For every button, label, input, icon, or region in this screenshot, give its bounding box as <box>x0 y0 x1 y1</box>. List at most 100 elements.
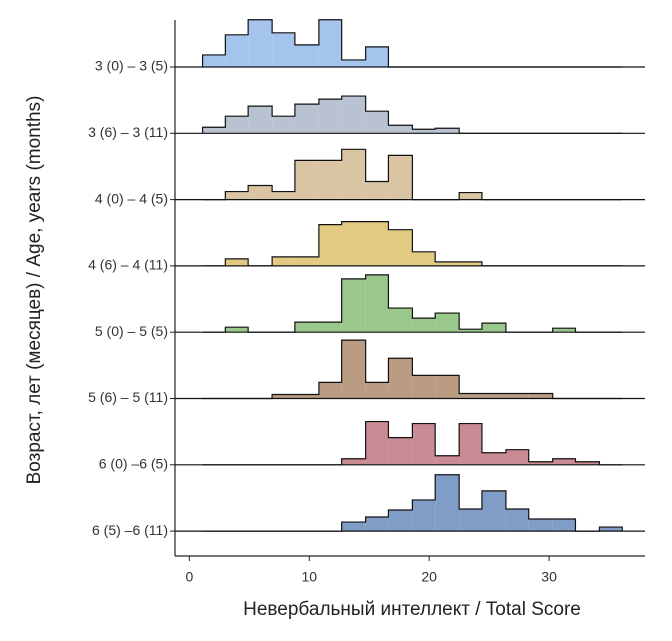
histogram-bar <box>435 375 460 399</box>
histogram-bar <box>599 527 623 532</box>
histogram-bar <box>365 382 389 399</box>
y-tick-label: 3 (0) – 3 (5) <box>95 58 168 74</box>
histogram-bar <box>202 54 226 67</box>
histogram-bar <box>459 192 482 200</box>
histogram-bar <box>388 509 413 532</box>
histogram-bar <box>318 160 342 200</box>
histogram-bar <box>388 229 413 266</box>
histogram-bar <box>365 111 389 134</box>
histogram-bar <box>552 458 576 465</box>
histogram-bar <box>248 106 273 134</box>
histogram-bar <box>459 393 482 399</box>
histogram-bar <box>435 313 460 333</box>
x-tick-label: 20 <box>421 569 437 585</box>
histogram-bar <box>341 59 366 67</box>
histogram-bar <box>435 455 460 465</box>
histogram-bar <box>365 274 389 333</box>
histogram-bar <box>435 128 460 134</box>
histogram-bar <box>294 44 319 67</box>
y-tick-label: 6 (5) –6 (11) <box>92 522 168 538</box>
histogram-bar <box>505 508 529 532</box>
histogram-bar <box>365 221 389 266</box>
histogram-bar <box>412 423 436 465</box>
y-tick-label: 3 (6) – 3 (11) <box>88 124 168 140</box>
y-tick-label: 4 (0) – 4 (5) <box>95 190 168 206</box>
histogram-bar <box>341 96 366 134</box>
histogram-bar <box>552 328 576 333</box>
histogram-bar <box>248 185 273 200</box>
y-tick-label: 6 (0) –6 (5) <box>99 456 168 472</box>
histogram-bar <box>294 394 319 399</box>
histogram-bar <box>225 327 249 333</box>
histogram-bar <box>225 116 249 134</box>
histogram-bar <box>505 449 529 465</box>
histogram-bar <box>412 318 436 333</box>
histogram-bar <box>388 155 413 200</box>
ridge-outline <box>202 339 623 400</box>
x-tick-label: 30 <box>541 569 557 585</box>
histogram-bar <box>272 191 295 200</box>
histogram-bar <box>435 474 460 532</box>
histogram-bar <box>388 358 413 399</box>
histogram-bar <box>459 329 482 333</box>
histogram-bar <box>388 125 413 134</box>
histogram-bar <box>318 19 342 67</box>
histogram-bar <box>341 278 366 333</box>
histogram-bar <box>459 423 482 465</box>
histogram-bar <box>202 127 226 134</box>
x-axis-title: Невербальный интеллект / Total Score <box>243 599 581 620</box>
histogram-bar <box>481 393 506 399</box>
histogram-bar <box>341 458 366 465</box>
histogram-bar <box>341 221 366 266</box>
y-tick-label: 5 (0) – 5 (5) <box>95 323 168 339</box>
histogram-bar <box>341 522 366 532</box>
histogram-bar <box>365 181 389 200</box>
histogram-bar <box>294 160 319 200</box>
histogram-bar <box>318 99 342 134</box>
y-axis-title: Возраст, лет (месяцев) / Age, years (mon… <box>24 96 45 485</box>
histogram-bar <box>294 256 319 266</box>
histogram-bar <box>528 461 553 465</box>
histogram-bar <box>365 421 389 465</box>
x-tick-label: 0 <box>185 569 193 585</box>
histogram-bar <box>365 517 389 532</box>
histogram-bar <box>365 46 389 67</box>
histogram-bar <box>272 32 295 67</box>
histogram-bar <box>481 452 506 465</box>
histogram-bar <box>459 508 482 532</box>
histogram-bar <box>552 519 576 532</box>
histogram-bar <box>435 261 460 266</box>
histogram-bar <box>341 340 366 399</box>
histogram-bar <box>248 19 273 67</box>
y-tick-label: 5 (6) – 5 (11) <box>88 389 168 405</box>
histogram-bar <box>318 322 342 333</box>
histogram-bar <box>294 104 319 134</box>
x-tick-label: 10 <box>301 569 317 585</box>
y-tick-label: 4 (6) – 4 (11) <box>88 257 168 273</box>
histogram-bar <box>528 519 553 532</box>
histogram-bar <box>412 499 436 532</box>
histogram-bar <box>294 322 319 333</box>
histogram-bar <box>412 375 436 399</box>
histogram-bar <box>272 256 295 266</box>
histogram-bar <box>318 382 342 399</box>
histogram-bar <box>341 149 366 200</box>
histogram-bar <box>412 251 436 266</box>
histogram-bar <box>318 224 342 266</box>
histogram-bar <box>388 308 413 333</box>
histogram-bar <box>225 258 249 266</box>
histogram-bar <box>528 393 553 399</box>
histogram-bar <box>459 261 482 266</box>
histogram-bar <box>481 323 506 333</box>
histogram-bar <box>225 191 249 200</box>
histogram-bar <box>412 129 436 134</box>
histogram-bar <box>272 116 295 134</box>
histogram-bar <box>225 34 249 67</box>
histogram-bar <box>575 461 600 465</box>
histogram-bar <box>388 437 413 465</box>
histogram-bar <box>272 394 295 399</box>
histogram-bar <box>505 393 529 399</box>
histogram-bar <box>481 490 506 532</box>
